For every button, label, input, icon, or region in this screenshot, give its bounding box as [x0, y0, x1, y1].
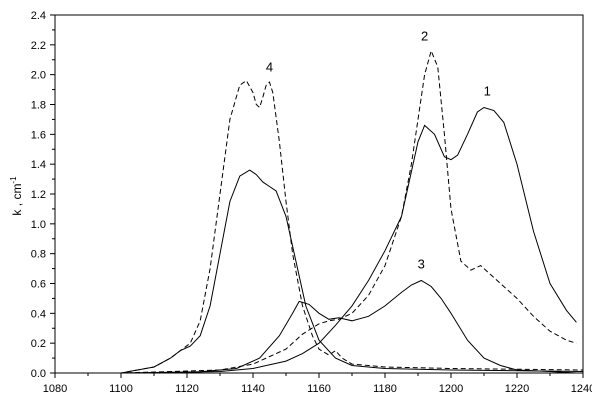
y-tick-labels: 0.0 0.2 0.4 0.6 0.8 1.0 1.2 1.4 1.6 1.8 2.0 2.2 2.4 [31, 10, 46, 380]
axis-ticks [50, 14, 584, 378]
series-labels: 1 2 3 4 [266, 28, 491, 271]
x-tick-label: 1140 [241, 383, 265, 395]
x-tick-labels: 1080 1100 1120 1140 1160 1180 1200 1220 1240 [43, 383, 592, 395]
series-label: 3 [418, 257, 425, 272]
x-tick-label: 1180 [373, 383, 397, 395]
plot-frame [54, 14, 584, 374]
x-tick-label: 1220 [505, 383, 529, 395]
series-label: 1 [484, 84, 491, 99]
y-tick-label: 1.0 [31, 219, 46, 231]
series-line-2 [55, 49, 577, 374]
y-tick-label: 0.8 [31, 249, 46, 261]
y-axis-label-text: k , cm [10, 184, 24, 216]
x-tick-label: 1240 [571, 383, 592, 395]
series-label: 2 [421, 28, 428, 43]
series-curves [55, 49, 584, 374]
x-tick-label: 1100 [109, 383, 133, 395]
series-line-unlabeled-4 [55, 169, 584, 374]
y-axis-label: k , cm-1 [9, 176, 24, 216]
x-tick-label: 1120 [175, 383, 199, 395]
y-tick-label: 2.0 [31, 70, 46, 82]
x-tick-label: 1080 [43, 383, 67, 395]
y-tick-label: 2.4 [31, 10, 46, 22]
y-tick-label: 0.0 [31, 368, 46, 380]
y-tick-label: 1.4 [31, 159, 46, 171]
y-tick-label: 1.2 [31, 189, 46, 201]
x-tick-label: 1200 [439, 383, 463, 395]
x-tick-label: 1160 [307, 383, 331, 395]
y-tick-label: 2.2 [31, 40, 46, 52]
y-tick-label: 1.8 [31, 100, 46, 112]
series-line-1 [55, 106, 577, 374]
y-axis-label-superscript: -1 [9, 176, 18, 184]
y-tick-label: 0.2 [31, 338, 46, 350]
y-tick-label: 0.6 [31, 279, 46, 291]
series-line-3 [55, 279, 577, 374]
y-tick-label: 0.4 [31, 308, 46, 320]
series-line-4 [55, 79, 584, 374]
y-tick-label: 1.6 [31, 129, 46, 141]
series-label: 4 [266, 60, 273, 75]
